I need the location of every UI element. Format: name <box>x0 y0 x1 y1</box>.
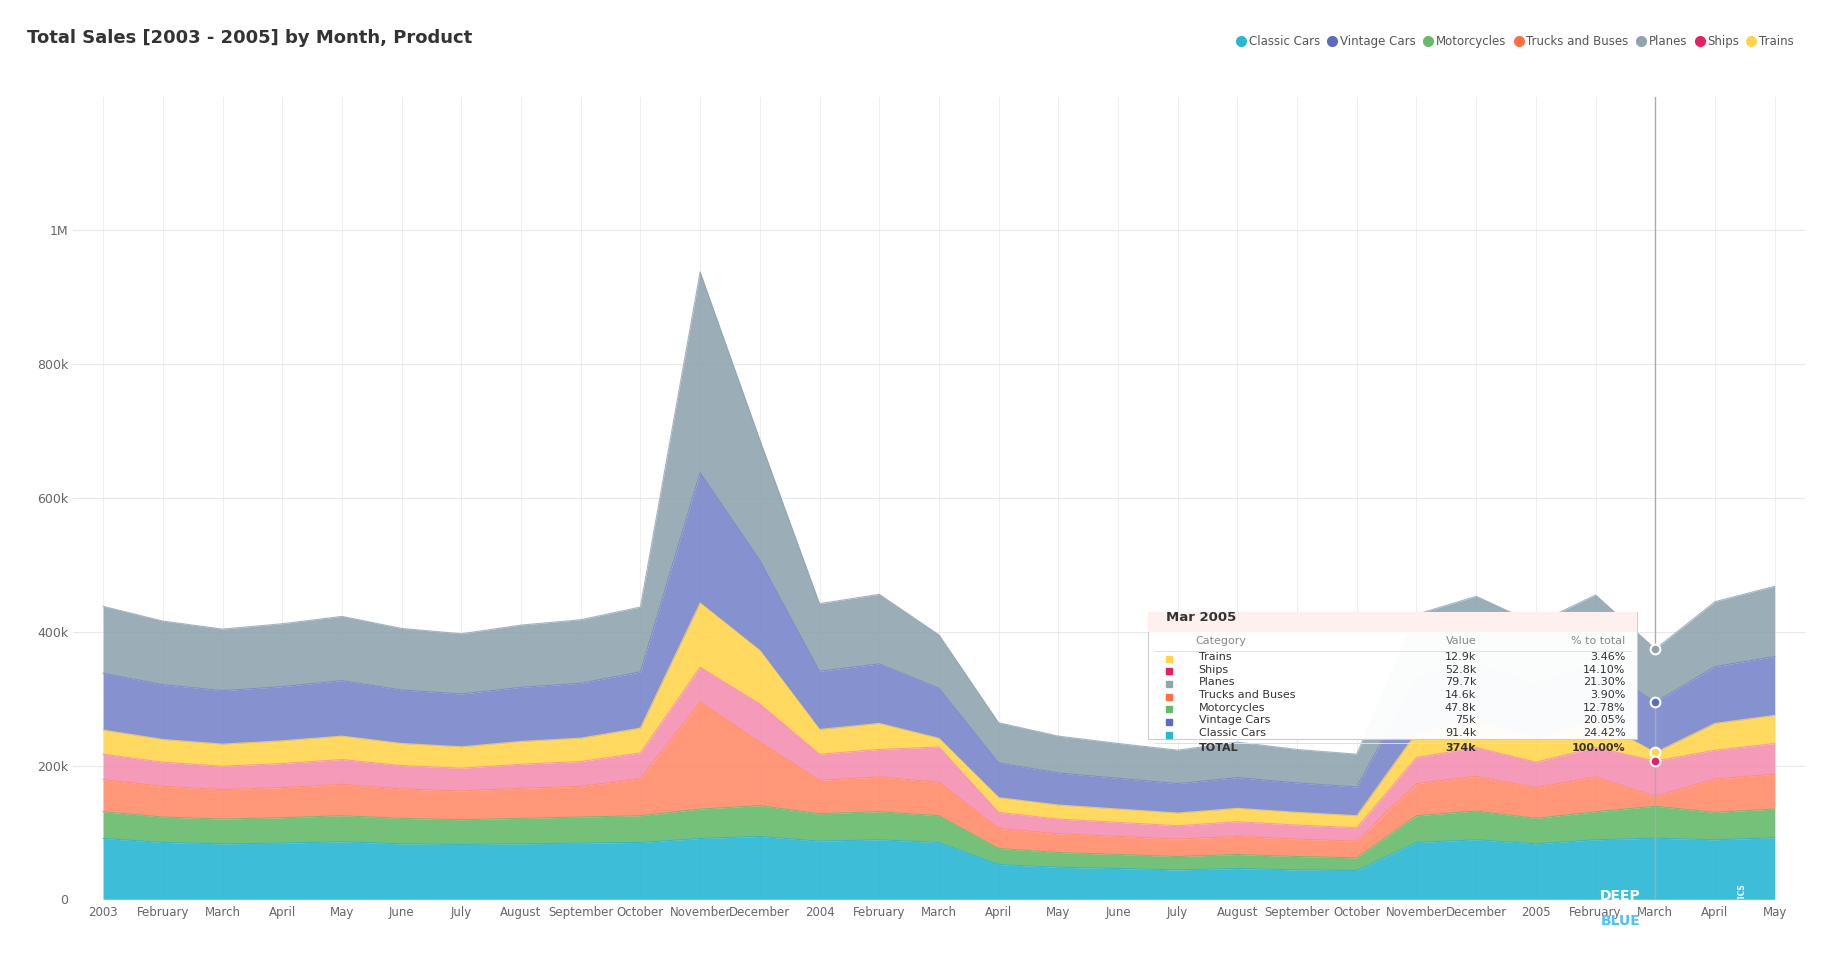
Legend: Classic Cars, Vintage Cars, Motorcycles, Trucks and Buses, Planes, Ships, Trains: Classic Cars, Vintage Cars, Motorcycles,… <box>1233 30 1799 52</box>
Text: % to total: % to total <box>1572 636 1625 646</box>
Text: 12.9k: 12.9k <box>1445 652 1477 661</box>
Text: 14.10%: 14.10% <box>1583 664 1625 675</box>
Text: Total Sales [2003 - 2005] by Month, Product: Total Sales [2003 - 2005] by Month, Prod… <box>27 29 473 47</box>
FancyBboxPatch shape <box>1149 612 1638 631</box>
Text: Vintage Cars: Vintage Cars <box>1198 716 1270 725</box>
Text: 24.42%: 24.42% <box>1583 728 1625 738</box>
Text: 79.7k: 79.7k <box>1445 677 1477 688</box>
Text: DEEP: DEEP <box>1599 889 1641 902</box>
Text: 14.6k: 14.6k <box>1445 690 1477 700</box>
Text: 3.90%: 3.90% <box>1590 690 1625 700</box>
Text: 47.8k: 47.8k <box>1445 703 1477 713</box>
Text: TOTAL: TOTAL <box>1198 744 1238 753</box>
Text: BLUE: BLUE <box>1601 914 1640 928</box>
Text: 91.4k: 91.4k <box>1445 728 1477 738</box>
FancyBboxPatch shape <box>1149 612 1638 739</box>
Text: Trains: Trains <box>1198 652 1231 661</box>
Text: Value: Value <box>1445 636 1477 646</box>
Text: Planes: Planes <box>1198 677 1235 688</box>
Text: 3.46%: 3.46% <box>1590 652 1625 661</box>
Text: 12.78%: 12.78% <box>1583 703 1625 713</box>
Text: 52.8k: 52.8k <box>1445 664 1477 675</box>
Text: 21.30%: 21.30% <box>1583 677 1625 688</box>
Text: Ships: Ships <box>1198 664 1229 675</box>
Text: Classic Cars: Classic Cars <box>1198 728 1266 738</box>
Text: ANALYTICS: ANALYTICS <box>1739 883 1746 930</box>
Text: Mar 2005: Mar 2005 <box>1165 610 1237 624</box>
Text: 20.05%: 20.05% <box>1583 716 1625 725</box>
Text: Motorcycles: Motorcycles <box>1198 703 1266 713</box>
Text: 75k: 75k <box>1456 716 1477 725</box>
Text: Trucks and Buses: Trucks and Buses <box>1198 690 1295 700</box>
Text: Category: Category <box>1196 636 1246 646</box>
Text: 374k: 374k <box>1445 744 1477 753</box>
Text: 100.00%: 100.00% <box>1572 744 1625 753</box>
